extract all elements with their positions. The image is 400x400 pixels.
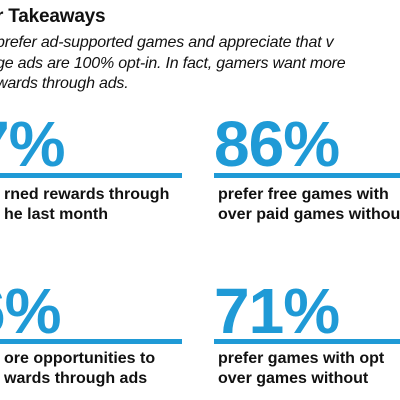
stat-label: prefer free games with over paid games w… [218, 185, 400, 225]
intro-line: wards through ads. [0, 75, 129, 92]
stat-label: rned rewards through he last month [4, 185, 169, 225]
stat-value: 71% [214, 275, 340, 347]
intro-paragraph: prefer ad-supported games and appreciate… [0, 33, 400, 95]
stat-label-line: over games without [218, 370, 369, 387]
stat-label-line: over paid games withou [218, 206, 400, 223]
stat-label-line: prefer games with opt [218, 350, 385, 367]
stat-divider [214, 339, 400, 344]
stat-label-line: rned rewards through [4, 186, 170, 203]
slide-title: r Takeaways [0, 6, 106, 27]
stat-divider [214, 173, 400, 178]
stat-label: ore opportunities to wards through ads [4, 349, 155, 389]
stat-divider [0, 173, 182, 178]
stat-divider [0, 339, 182, 344]
intro-line: ge ads are 100% opt-in. In fact, gamers … [0, 54, 346, 72]
stat-value: 6% [0, 275, 61, 347]
stat-label-line: wards through ads [4, 370, 148, 387]
stat-value: 86% [214, 108, 340, 180]
stat-label: prefer games with opt over games without [218, 349, 384, 389]
stat-label-line: ore opportunities to [4, 350, 156, 367]
stat-label-line: prefer free games with [218, 186, 389, 203]
stat-label-line: he last month [4, 206, 109, 223]
stat-value: 7% [0, 108, 65, 180]
intro-line: prefer ad-supported games and appreciate… [0, 34, 334, 51]
